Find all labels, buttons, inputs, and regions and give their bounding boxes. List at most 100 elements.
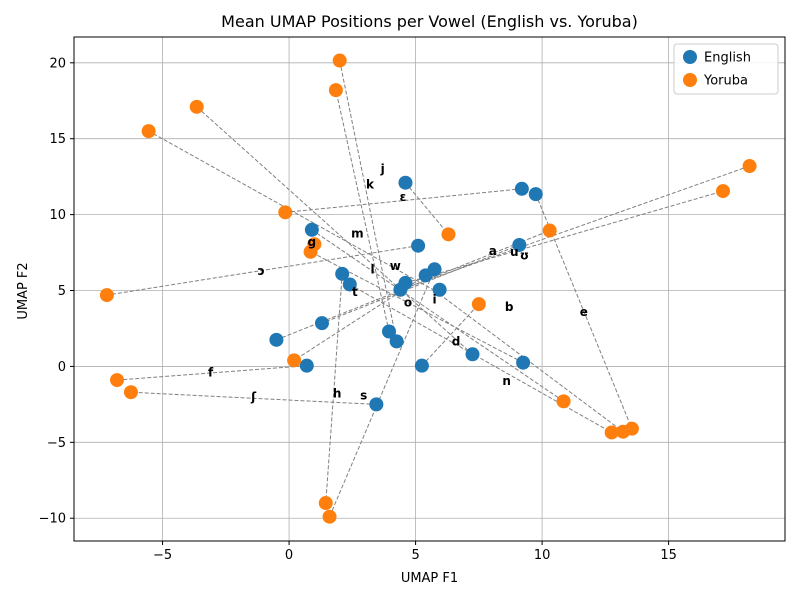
x-tick-label: −5 [153,548,172,563]
x-tick-label: 0 [285,548,293,563]
vowel-label: s [360,388,367,402]
vowel-label: m [351,227,364,241]
vowel-label: i [432,293,436,307]
vowel-label: ʃ [250,390,257,404]
english-point [418,268,433,283]
connection-line [325,273,343,504]
vowel-labels: jk ɛ m g a u ʊ w l ɔ t o i b e d f n h ʃ s [208,162,588,404]
plot-frame [73,36,786,542]
yoruba-point [189,99,204,114]
legend-label: Yoruba [703,74,748,89]
english-point [414,358,429,373]
y-tick-label: −5 [47,436,66,451]
x-tick-label: 10 [534,548,551,563]
vowel-label: n [502,374,511,388]
connection-line [405,182,449,235]
vowel-label: o [404,296,412,310]
legend-marker [683,50,697,64]
vowel-label: f [208,365,214,379]
english-point [299,358,314,373]
vowel-label: e [580,305,588,319]
english-point [512,237,527,252]
yoruba-point [141,124,156,139]
yoruba-point [287,353,302,368]
yoruba-point [542,223,557,238]
vowel-label: a [489,244,497,258]
vowel-label: h [333,387,342,401]
english-point [411,238,426,253]
connection-line [329,269,436,517]
connection-line [106,245,419,296]
vowel-label: w [390,259,401,273]
english-point [269,332,284,347]
connection-line [349,284,612,433]
english-point [516,355,531,370]
vowel-label: g [308,235,317,249]
y-tick-label: 0 [58,360,66,375]
yoruba-point [624,421,639,436]
connection-line [196,106,473,355]
y-tick-label: 20 [49,56,66,71]
english-point [314,316,329,331]
yoruba-point [322,509,337,524]
yoruba-point [332,53,347,68]
english-point [342,277,357,292]
connection-line [130,391,377,405]
vowel-label: b [505,300,514,314]
legend-label: English [704,51,751,66]
x-tick-label: 5 [411,548,419,563]
english-point [369,397,384,412]
english-point [432,282,447,297]
grid [74,37,785,541]
x-axis-title: UMAP F1 [401,571,458,586]
vowel-label: t [352,285,358,299]
data-points [99,53,757,524]
legend-box [673,43,779,95]
connection-line [321,244,520,324]
english-point [393,282,408,297]
vowel-label: ɛ [400,190,407,204]
english-point [304,222,319,237]
connection-line [116,365,307,381]
y-tick-label: 15 [49,132,66,147]
y-tick-label: 5 [58,284,66,299]
english-point [514,181,529,196]
yoruba-point [604,425,619,440]
yoruba-point [328,83,343,98]
vowel-label: u [510,245,519,259]
y-tick-label: −10 [39,512,66,527]
english-point [398,175,413,190]
x-tick-label: 15 [660,548,677,563]
connection-line [339,60,398,342]
english-point [465,347,480,362]
english-point [382,324,397,339]
yoruba-point [556,394,571,409]
vowel-label: k [366,177,375,191]
yoruba-point [303,244,318,259]
y-tick-label: 10 [49,208,66,223]
yoruba-point [278,205,293,220]
connection-lines [106,60,750,517]
yoruba-point [123,385,138,400]
vowel-label: l [371,262,375,276]
connection-line [421,303,480,367]
connection-line [400,165,750,291]
chart-title: Mean UMAP Positions per Vowel (English v… [221,12,638,31]
yoruba-point [441,227,456,242]
vowel-label: j [380,162,385,176]
connection-line [335,90,390,332]
connection-line [405,190,724,284]
english-point [528,187,543,202]
yoruba-point [318,496,333,511]
yoruba-point [110,373,125,388]
legend-marker [683,73,697,87]
yoruba-point [716,184,731,199]
yoruba-point [742,159,757,174]
y-axis-title: UMAP F2 [16,262,31,319]
vowel-label: d [452,334,461,348]
connection-line [285,188,522,213]
yoruba-point [99,288,114,303]
vowel-label: ʊ [520,249,529,263]
vowel-label: ɔ [258,264,265,278]
